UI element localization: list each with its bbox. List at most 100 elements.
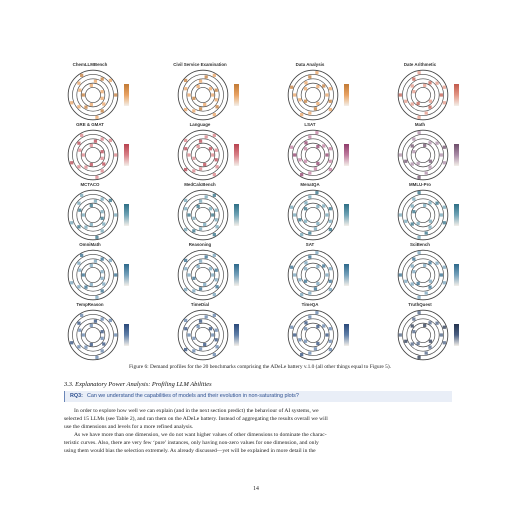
benchmark-panel: Math [374,122,484,186]
panel-title: TimeDial [190,302,210,307]
demand-segment [100,96,104,100]
demand-segment [412,210,416,214]
research-question-box: RQ3: Can we understand the capabilities … [64,391,452,402]
demand-segment [303,339,308,343]
demand-segment [316,341,320,346]
demand-segment [293,213,297,217]
demand-segment [398,273,402,277]
demand-segment [77,345,81,349]
demand-segment [313,347,318,351]
radar-ring [186,78,220,112]
demand-segment [308,351,312,355]
demand-segment [198,287,203,291]
demand-segment [303,279,308,283]
demand-segment [328,227,332,232]
demand-segment [328,147,332,151]
demand-segment [192,216,196,220]
radar-ring [186,258,220,292]
demand-segment [215,285,219,289]
demand-segment [198,79,203,83]
legend-gradient [454,204,459,226]
demand-segment [114,93,118,97]
legend-colorbar [454,204,482,230]
radar-ring [292,134,334,176]
radar-ring [415,147,431,163]
rq-text: Can we understand the capabilities of mo… [87,393,299,399]
legend-gradient [454,84,459,106]
radar-plot [67,189,119,241]
radar-ring [296,138,330,172]
demand-segment [293,333,297,337]
demand-segment [77,225,81,229]
demand-segment [184,327,188,331]
radar-ring [67,249,119,301]
benchmark-panel: SciBench [374,242,484,306]
demand-segment [316,101,320,106]
legend-gradient [344,144,349,166]
demand-segment [404,339,408,343]
demand-segment [77,321,81,325]
demand-segment [328,107,332,112]
panel-title: TempReason [76,302,104,307]
demand-segment [100,216,104,220]
demand-segment [416,281,420,286]
demand-segment [298,338,302,342]
radar-ring [186,198,220,232]
demand-segment [416,161,420,166]
demand-segment [212,113,216,117]
demand-segment [328,287,332,292]
demand-segment [198,167,203,171]
demand-segment [214,218,218,222]
demand-segment [428,159,433,163]
radar-ring [186,318,220,352]
demand-segment [298,218,302,222]
radar-ring [415,207,431,223]
radar-ring [410,262,436,288]
demand-segment [442,205,446,209]
radar-ring [402,194,444,236]
demand-segment [325,93,329,97]
benchmark-panel: TimeDial [154,302,264,366]
demand-segment [442,341,446,345]
radar-ring [85,267,101,283]
demand-segment [428,285,432,289]
demand-segment [102,282,106,286]
radar-ring [402,134,444,176]
demand-segment [77,141,81,145]
demand-segment [196,204,200,209]
radar-ring [85,87,101,103]
demand-segment [300,113,304,117]
demand-segment [328,207,332,211]
radar-plot [397,69,449,121]
panel-title: Math [414,122,426,127]
radar-ring [67,189,119,241]
demand-segment [184,198,188,203]
demand-segment [428,99,433,103]
demand-segment [84,105,88,109]
demand-segment [198,107,203,111]
demand-segment [303,219,308,223]
demand-segment [328,87,332,91]
legend-gradient [454,144,459,166]
radar-ring [305,207,321,223]
demand-segment [187,213,191,217]
demand-segment [328,327,332,331]
demand-segment [187,333,191,337]
legend-colorbar [454,264,482,290]
radar-ring [177,189,229,241]
legend-colorbar [234,204,262,230]
demand-segment [192,336,196,340]
demand-segment [316,84,320,89]
demand-segment [428,339,433,343]
demand-segment [77,261,81,265]
legend-gradient [234,324,239,346]
demand-segment [315,251,319,255]
demand-segment [203,102,207,107]
legend-gradient [124,264,129,286]
demand-segment [80,73,84,77]
demand-segment [89,102,93,107]
demand-segment [192,156,196,160]
legend-gradient [124,324,129,346]
demand-segment [184,258,188,263]
demand-segment [428,219,433,223]
